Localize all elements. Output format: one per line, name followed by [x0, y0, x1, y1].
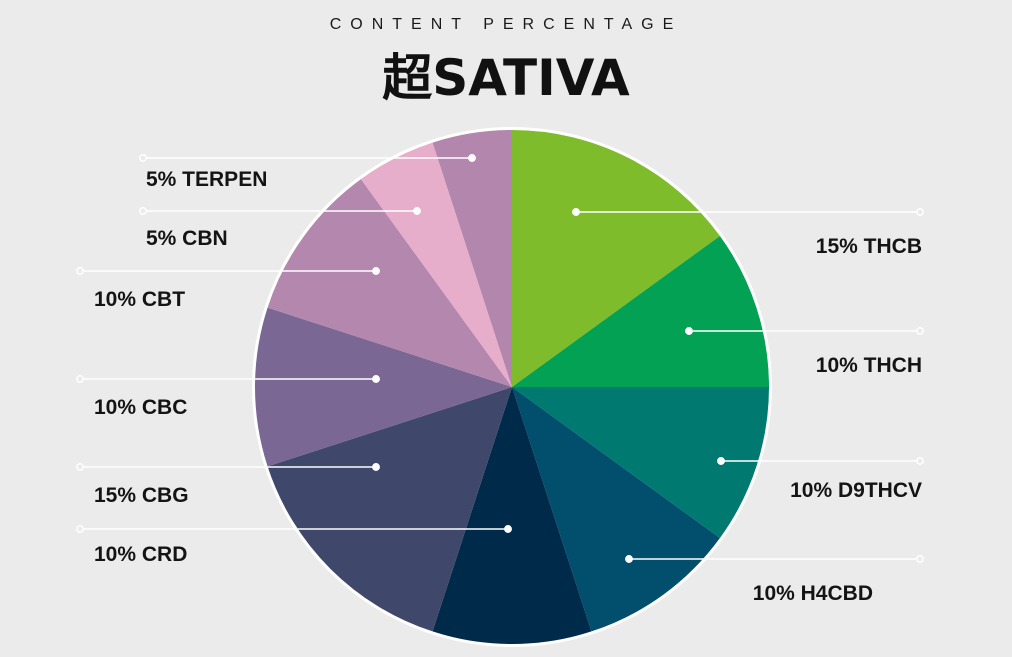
pie-slice — [360, 142, 512, 387]
slice-label: 10% D9THCV — [790, 479, 922, 502]
pie-slice — [512, 387, 720, 632]
pie-slice — [267, 179, 512, 387]
pie-slice — [512, 235, 769, 387]
slice-label: 10% CBC — [94, 396, 187, 419]
pie-slice — [512, 387, 769, 539]
leader-inner-dot — [685, 327, 693, 335]
leader-inner-dot — [717, 457, 725, 465]
leader-outer-dot — [916, 457, 924, 465]
chart-title: 超SATIVA — [382, 49, 630, 107]
pie-slice — [254, 307, 512, 467]
leader-inner-dot — [372, 375, 380, 383]
leader-inner-dot — [372, 267, 380, 275]
leader-outer-dot — [76, 267, 84, 275]
pie-slice — [512, 130, 720, 387]
pie-slice — [432, 387, 592, 644]
leader-inner-dot — [504, 525, 512, 533]
pie-slice — [432, 130, 512, 387]
slice-label: 10% H4CBD — [753, 582, 873, 605]
leader-inner-dot — [468, 154, 476, 162]
leader-outer-dot — [76, 525, 84, 533]
leader-inner-dot — [413, 207, 421, 215]
slice-label: 10% CBT — [94, 288, 185, 311]
slice-label: 5% CBN — [146, 227, 228, 250]
slice-label: 15% THCB — [816, 235, 922, 258]
leader-outer-dot — [916, 327, 924, 335]
pie-slices — [252, 127, 772, 647]
leader-outer-dot — [916, 555, 924, 563]
leader-outer-dot — [76, 375, 84, 383]
leader-inner-dot — [572, 208, 580, 216]
slice-label: 10% CRD — [94, 543, 187, 566]
leader-lines — [76, 154, 924, 563]
leader-inner-dot — [625, 555, 633, 563]
leader-outer-dot — [916, 208, 924, 216]
leader-inner-dot — [372, 463, 380, 471]
leader-outer-dot — [76, 463, 84, 471]
slice-labels: 15% THCB 10% THCH 10% D9THCV 10% H4CBD 10% C… — [94, 168, 922, 605]
leader-outer-dot — [139, 207, 147, 215]
slice-label: 5% TERPEN — [146, 168, 267, 191]
slice-label: 15% CBG — [94, 484, 189, 507]
leader-outer-dot — [139, 154, 147, 162]
slice-label: 10% THCH — [816, 354, 922, 377]
pie-slice — [267, 387, 512, 632]
chart-subtitle: CONTENT PERCENTAGE — [329, 16, 683, 33]
